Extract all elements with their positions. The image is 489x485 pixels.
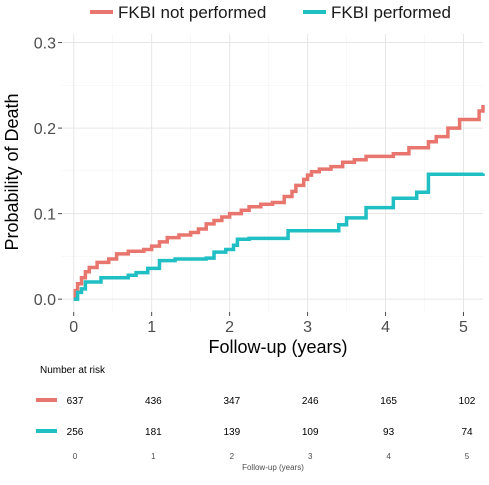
x-axis-title: Follow-up (years) <box>208 337 347 357</box>
risk-count: 165 <box>380 396 397 407</box>
risk-count: 246 <box>302 396 319 407</box>
risk-count: 256 <box>67 427 84 438</box>
risk-x-tick-label: 2 <box>230 452 235 461</box>
risk-x-tick-label: 5 <box>465 452 470 461</box>
main-plot-panel: 0 1 2 3 4 5 0.0 0.1 0.2 0.3 <box>34 34 485 336</box>
risk-x-tick-label: 1 <box>151 452 156 461</box>
y-tick-label: 0.3 <box>34 36 56 53</box>
y-tick-label: 0.2 <box>34 121 56 138</box>
risk-x-tick-label: 3 <box>308 452 313 461</box>
risk-count: 637 <box>67 396 84 407</box>
risk-count: 347 <box>223 396 240 407</box>
y-tick-label: 0.1 <box>34 207 56 224</box>
risk-table: 637 436 347 246 165 102 256 181 139 109 93 74 0 1 2 3 4 5 <box>36 396 476 461</box>
x-tick-label: 0 <box>69 319 78 336</box>
survival-curve-performed <box>73 172 485 301</box>
x-tick-label: 1 <box>147 319 156 336</box>
legend-label-performed: FKBI performed <box>331 3 451 22</box>
x-tick-label: 5 <box>459 319 468 336</box>
risk-table-x-title: Follow-up (years) <box>242 463 304 472</box>
x-tick-label: 3 <box>303 319 312 336</box>
risk-x-tick-label: 0 <box>73 452 78 461</box>
risk-count: 181 <box>145 427 162 438</box>
y-tick-label: 0.0 <box>34 292 56 309</box>
risk-count: 139 <box>223 427 240 438</box>
legend: FKBI not performed FKBI performed <box>90 3 451 22</box>
risk-count: 74 <box>461 427 473 438</box>
risk-count: 436 <box>145 396 162 407</box>
risk-x-tick-label: 4 <box>386 452 391 461</box>
risk-count: 93 <box>383 427 395 438</box>
legend-label-not-performed: FKBI not performed <box>118 3 266 22</box>
risk-count: 109 <box>302 427 319 438</box>
y-axis-title: Probability of Death <box>2 93 22 250</box>
risk-count: 102 <box>459 396 476 407</box>
x-tick-label: 4 <box>381 319 390 336</box>
x-tick-label: 2 <box>225 319 234 336</box>
survival-curve-not-performed <box>73 104 485 301</box>
risk-table-title: Number at risk <box>40 365 106 376</box>
